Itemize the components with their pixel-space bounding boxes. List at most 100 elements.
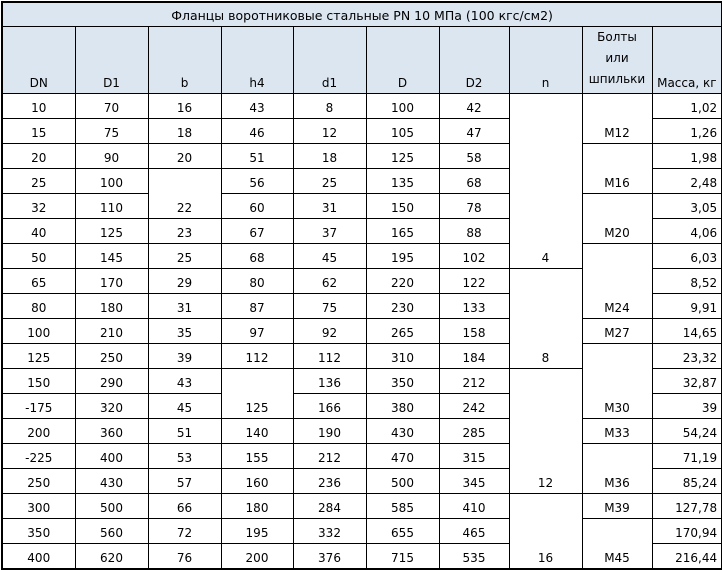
column-header: Масса, кг [651, 26, 722, 94]
cell-d1: 290 [74, 368, 149, 394]
cell-d1: 210 [74, 318, 149, 344]
cell-b: 76 [147, 543, 222, 570]
cell-d: 230 [365, 293, 440, 319]
cell-d1: 37 [292, 218, 367, 244]
cell-d: 500 [365, 468, 440, 494]
cell-dn: 20 [1, 143, 76, 169]
cell-d: 470 [365, 443, 440, 469]
cell-b: 22 [147, 168, 222, 219]
cell-d1: 170 [74, 268, 149, 294]
cell-b: 39 [147, 343, 222, 369]
cell-d2: 242 [438, 393, 510, 419]
column-header: D [365, 26, 440, 94]
cell-d2: 315 [438, 443, 510, 469]
cell-dn: 25 [1, 168, 76, 194]
cell-d1: 12 [292, 118, 367, 144]
cell-dn: -175 [1, 393, 76, 419]
cell-d2: 158 [438, 318, 510, 344]
cell-d: 105 [365, 118, 440, 144]
table-row: 300 500 66 180 284 585 410 16 M39 127,78 [1, 493, 722, 570]
cell-d2: 465 [438, 518, 510, 544]
cell-d1: 45 [292, 243, 367, 269]
cell-d2: 42 [438, 93, 510, 119]
cell-h4: 125 [220, 368, 294, 419]
cell-mass: 1,98 [651, 143, 722, 169]
cell-d1: 100 [74, 168, 149, 194]
cell-d1: 376 [292, 543, 367, 570]
cell-d1: 236 [292, 468, 367, 494]
cell-h4: 46 [220, 118, 294, 144]
cell-d1: 75 [292, 293, 367, 319]
cell-d1: 92 [292, 318, 367, 344]
cell-mass: 85,24 [651, 468, 722, 494]
cell-d2: 345 [438, 468, 510, 494]
cell-d: 585 [365, 493, 440, 519]
table-row: 200 360 51 140 190 430 285 M33 54,24 [1, 418, 722, 444]
table-row: 10 70 16 43 8 100 42 4 M12 1,02 [1, 93, 722, 269]
cell-dn: 80 [1, 293, 76, 319]
cell-h4: 60 [220, 193, 294, 219]
cell-d: 715 [365, 543, 440, 570]
cell-d2: 58 [438, 143, 510, 169]
cell-h4: 67 [220, 218, 294, 244]
table-row: 20 90 20 51 18 125 58 M16 1,98 [1, 143, 722, 194]
cell-d1: 62 [292, 268, 367, 294]
cell-mass: 4,06 [651, 218, 722, 244]
cell-h4: 80 [220, 268, 294, 294]
cell-mass: 23,32 [651, 343, 722, 369]
cell-h4: 180 [220, 493, 294, 519]
cell-bolts: M36 [581, 443, 653, 494]
cell-dn: 40 [1, 218, 76, 244]
cell-dn: 50 [1, 243, 76, 269]
cell-bolts: M16 [581, 143, 653, 194]
cell-dn: 200 [1, 418, 76, 444]
cell-dn: 10 [1, 93, 76, 119]
cell-b: 20 [147, 143, 222, 169]
cell-h4: 112 [220, 343, 294, 369]
table-title: Фланцы воротниковые стальные PN 10 МПа (… [1, 1, 722, 27]
cell-dn: 250 [1, 468, 76, 494]
cell-d: 380 [365, 393, 440, 419]
cell-d1: 70 [74, 93, 149, 119]
cell-d1: 620 [74, 543, 149, 570]
cell-d1: 31 [292, 193, 367, 219]
cell-d1: 400 [74, 443, 149, 469]
cell-dn: 15 [1, 118, 76, 144]
cell-h4: 140 [220, 418, 294, 444]
cell-h4: 56 [220, 168, 294, 194]
cell-d2: 78 [438, 193, 510, 219]
cell-d: 125 [365, 143, 440, 169]
cell-dn: 150 [1, 368, 76, 394]
table-row: 350 560 72 195 332 655 465 M45 170,94 [1, 518, 722, 570]
cell-mass: 1,02 [651, 93, 722, 119]
cell-h4: 87 [220, 293, 294, 319]
cell-h4: 51 [220, 143, 294, 169]
cell-d1: 90 [74, 143, 149, 169]
cell-d1: 136 [292, 368, 367, 394]
cell-mass: 3,05 [651, 193, 722, 219]
cell-h4: 68 [220, 243, 294, 269]
cell-bolts: M39 [581, 493, 653, 519]
header-row: DN D1 b h4 d1 D D2 n Болты или шпильки Масса, кг [1, 26, 722, 94]
table-row: 32 110 60 31 150 78 M20 3,05 [1, 193, 722, 244]
cell-mass: 8,52 [651, 268, 722, 294]
table-row: -225 400 53 155 212 470 315 M36 71,19 [1, 443, 722, 494]
table-row: 25 100 22 56 25 135 68 2,48 [1, 168, 722, 219]
cell-b: 29 [147, 268, 222, 294]
cell-d1: 125 [74, 218, 149, 244]
cell-b: 43 [147, 368, 222, 394]
table-row: 125 250 39 112 112 310 184 M30 23,32 [1, 343, 722, 419]
cell-d: 165 [365, 218, 440, 244]
cell-mass: 32,87 [651, 368, 722, 394]
cell-mass: 14,65 [651, 318, 722, 344]
table-row: 50 145 25 68 45 195 102 M24 6,03 [1, 243, 722, 319]
cell-mass: 2,48 [651, 168, 722, 194]
column-header: d1 [292, 26, 367, 94]
cell-d2: 535 [438, 543, 510, 570]
cell-d1: 212 [292, 443, 367, 469]
cell-d1: 430 [74, 468, 149, 494]
cell-d: 350 [365, 368, 440, 394]
column-header: Болты или шпильки [581, 26, 653, 94]
cell-dn: 300 [1, 493, 76, 519]
cell-dn: 350 [1, 518, 76, 544]
